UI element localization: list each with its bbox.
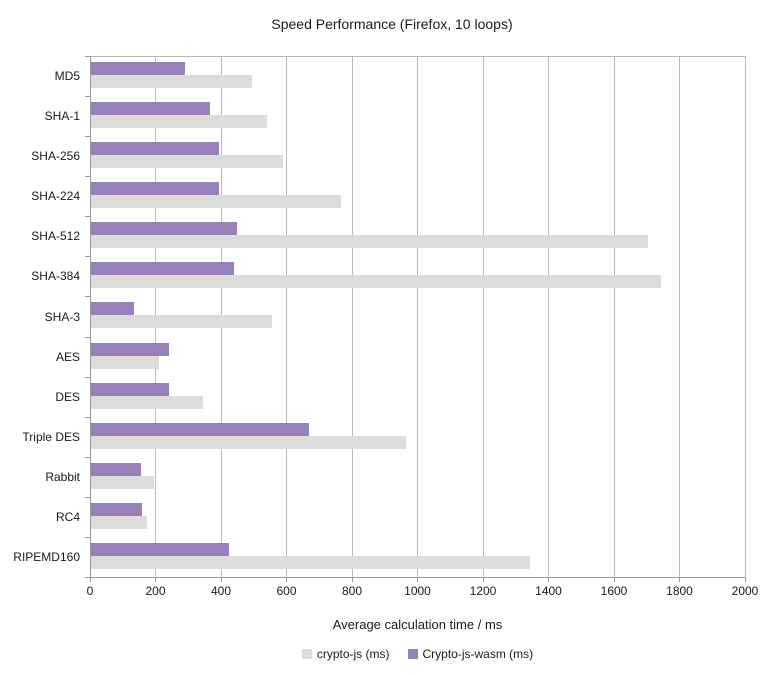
y-axis-tick: [85, 56, 90, 57]
bar-crypto-js-sha-3: [90, 315, 272, 329]
y-axis-label-sha-224: SHA-224: [31, 189, 80, 204]
y-axis-label-ripemd160: RIPEMD160: [13, 549, 80, 564]
gridline: [286, 56, 287, 577]
y-axis-tick: [85, 577, 90, 578]
gridline: [417, 56, 418, 577]
gridline: [351, 56, 353, 577]
legend-marker-icon: [301, 649, 312, 659]
bar-crypto-js-wasm-sha-384: [90, 262, 235, 276]
y-axis-tick: [85, 496, 90, 498]
y-axis-tick: [85, 96, 90, 98]
y-axis-label-sha-256: SHA-256: [31, 149, 80, 164]
y-axis-tick: [85, 376, 90, 378]
y-axis-line: [89, 56, 91, 578]
x-axis-tick-label: 1200: [469, 584, 497, 598]
chart-title: Speed Performance (Firefox, 10 loops): [271, 16, 513, 32]
x-axis-tick: [613, 577, 615, 582]
x-axis-tick: [744, 577, 746, 582]
bar-crypto-js-sha-224: [90, 195, 341, 209]
bar-crypto-js-sha-256: [90, 155, 284, 169]
y-axis-label-sha-384: SHA-384: [31, 269, 80, 284]
bar-crypto-js-sha-384: [90, 275, 662, 289]
x-axis-tick: [417, 577, 418, 582]
legend-label: Crypto-js-wasm (ms): [422, 647, 534, 661]
bar-crypto-js-rc4: [90, 515, 148, 529]
legend-label: crypto-js (ms): [316, 647, 390, 661]
bar-crypto-js-triple-des: [90, 435, 407, 449]
y-axis-tick: [85, 216, 90, 218]
y-axis-label-sha-1: SHA-1: [44, 109, 80, 124]
gridline: [613, 56, 615, 577]
y-axis-label-sha-3: SHA-3: [44, 309, 80, 324]
legend-item: Crypto-js-wasm (ms): [407, 647, 534, 661]
y-axis-tick: [85, 456, 90, 458]
bar-crypto-js-wasm-triple-des: [90, 422, 310, 436]
legend-marker-icon: [407, 649, 418, 659]
y-axis-tick: [85, 176, 90, 178]
y-axis-label-rabbit: Rabbit: [45, 469, 80, 484]
bar-crypto-js-sha-512: [90, 235, 649, 249]
y-axis-label-rc4: RC4: [55, 509, 80, 524]
bar-crypto-js-wasm-md5: [90, 62, 185, 75]
x-axis-tick-label: 0: [86, 584, 94, 598]
x-axis-tick-label: 1400: [535, 584, 562, 598]
bar-crypto-js-wasm-sha-224: [90, 182, 220, 196]
bar-crypto-js-wasm-sha-512: [90, 222, 238, 236]
y-axis-tick: [85, 416, 90, 418]
x-axis-tick: [220, 577, 222, 582]
x-axis-tick: [89, 577, 91, 582]
x-axis-line: [85, 577, 745, 578]
bar-crypto-js-rabbit: [90, 475, 154, 489]
bar-crypto-js-des: [90, 395, 203, 409]
x-axis-tick-label: 800: [341, 584, 363, 598]
x-axis-tick-label: 1600: [600, 584, 628, 598]
x-axis-tick-label: 2000: [731, 584, 759, 598]
x-axis-tick-label: 1000: [404, 584, 431, 598]
x-axis-tick: [482, 577, 484, 582]
bar-crypto-js-sha-1: [90, 115, 267, 129]
y-axis-label-sha-512: SHA-512: [31, 229, 80, 244]
x-axis-tick: [155, 577, 156, 582]
x-axis-tick-label: 200: [145, 584, 166, 598]
bar-crypto-js-wasm-sha-3: [90, 302, 135, 316]
y-axis-label-aes: AES: [55, 349, 80, 364]
y-axis-label-triple-des: Triple DES: [22, 429, 80, 444]
y-axis-tick: [85, 256, 90, 258]
gridline: [679, 56, 680, 577]
x-axis-tick: [351, 577, 353, 582]
legend: crypto-js (ms) Crypto-js-wasm (ms): [90, 646, 745, 662]
gridline: [548, 56, 549, 577]
bar-crypto-js-wasm-ripemd160: [90, 542, 230, 556]
gridline: [482, 56, 484, 577]
y-axis-tick: [85, 296, 90, 298]
bar-crypto-js-wasm-rc4: [90, 502, 143, 516]
bar-crypto-js-ripemd160: [90, 555, 531, 569]
y-axis-tick: [85, 536, 90, 538]
x-axis-tick-label: 400: [210, 584, 232, 598]
x-axis-tick: [548, 577, 549, 582]
bar-crypto-js-wasm-sha-256: [90, 142, 220, 156]
bar-crypto-js-wasm-rabbit: [90, 462, 141, 476]
y-axis-label-des: DES: [55, 389, 80, 404]
bar-crypto-js-wasm-sha-1: [90, 102, 210, 116]
gridline: [744, 56, 746, 577]
x-axis-title: Average calculation time / ms: [332, 617, 503, 632]
legend-item: crypto-js (ms): [301, 647, 390, 661]
bar-crypto-js-wasm-des: [90, 382, 169, 396]
bar-crypto-js-wasm-aes: [90, 342, 169, 356]
y-axis-tick: [85, 336, 90, 338]
x-axis-tick: [286, 577, 287, 582]
bar-crypto-js-aes: [90, 355, 159, 369]
x-axis-tick: [679, 577, 680, 582]
bar-crypto-js-md5: [90, 75, 253, 88]
x-axis-tick-label: 1800: [666, 584, 693, 598]
x-axis-tick-label: 600: [276, 584, 297, 598]
y-axis-tick: [85, 136, 90, 138]
y-axis-label-md5: MD5: [54, 69, 80, 84]
